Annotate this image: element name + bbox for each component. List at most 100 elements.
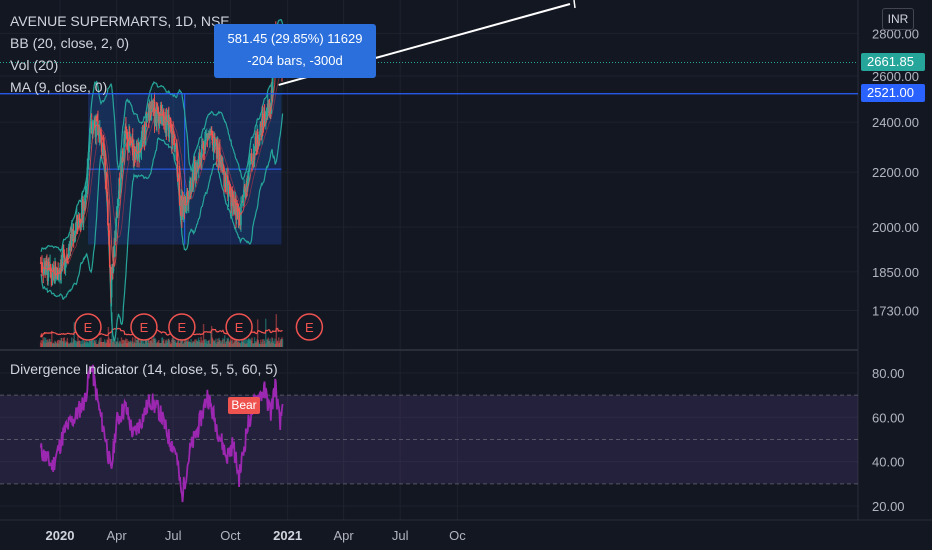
candle-body: [85, 194, 87, 196]
candle-body: [108, 245, 111, 267]
candle-body: [219, 147, 221, 167]
candle-body: [50, 274, 53, 279]
candle-body: [173, 137, 176, 152]
price-tick-label: 2600.00: [872, 69, 919, 84]
candle-body: [200, 144, 203, 160]
candle-body: [64, 265, 66, 269]
candle-body: [119, 185, 122, 193]
candle-body: [255, 136, 257, 147]
candle-body: [210, 129, 213, 135]
candle-body: [188, 190, 191, 200]
time-tick-label: Oc: [449, 528, 466, 543]
candle-body: [134, 157, 137, 159]
symbol-title[interactable]: AVENUE SUPERMARTS, 1D, NSE: [10, 13, 230, 29]
candle-body: [88, 143, 91, 153]
candle-body: [174, 146, 176, 152]
candle-body: [130, 144, 133, 146]
candle-body: [51, 269, 54, 281]
candle-body: [63, 253, 66, 269]
y-axis[interactable]: 2800.00 2600.00 2400.00 2200.00 2000.00 1850.…: [872, 26, 919, 514]
horizontal-line[interactable]: [0, 61, 858, 95]
volume-bar: [57, 339, 59, 347]
candle-body: [271, 65, 274, 97]
candle-body: [104, 158, 107, 179]
volume-bar: [238, 337, 240, 347]
earnings-marker[interactable]: E: [295, 313, 324, 341]
legend-volume[interactable]: Vol (20): [10, 57, 59, 73]
candle-body: [249, 159, 252, 162]
candle-body: [133, 147, 136, 158]
candle-body: [227, 182, 230, 198]
candle-body: [80, 201, 83, 224]
legend-oscillator[interactable]: Divergence Indicator (14, close, 5, 5, 6…: [10, 361, 278, 377]
candle-body: [258, 134, 261, 145]
moving-average: [40, 55, 283, 276]
candle-body: [248, 168, 250, 172]
candle-body: [166, 124, 168, 131]
candle-body: [126, 134, 128, 141]
candle-body: [212, 142, 215, 152]
candle-body: [239, 224, 242, 226]
candle-body: [107, 224, 110, 230]
volume-bar: [51, 330, 53, 347]
candle-body: [178, 175, 181, 196]
volume-bar: [177, 339, 180, 347]
earnings-marker-label: E: [140, 320, 149, 335]
candle-body: [111, 264, 114, 280]
oscillator-line: [39, 364, 284, 503]
earnings-marker[interactable]: E: [74, 313, 102, 341]
volume-bar: [200, 336, 202, 347]
earnings-marker[interactable]: E: [168, 313, 196, 341]
candle-body: [154, 118, 156, 124]
candle-body: [102, 142, 105, 146]
x-axis[interactable]: 2020 Apr Jul Oct 2021 Apr Jul Oc: [46, 528, 467, 543]
volume-bar: [120, 337, 123, 347]
candle-body: [128, 131, 131, 141]
osc-tick-label: 80.00: [872, 366, 905, 381]
candle-body: [179, 195, 181, 200]
volume-bar: [224, 335, 226, 347]
candle-body: [265, 115, 268, 120]
candle-body: [262, 126, 265, 128]
candle-body: [248, 161, 251, 169]
candle-body: [128, 131, 130, 153]
legend-bb[interactable]: BB (20, close, 2, 0): [10, 35, 130, 51]
candle-body: [102, 142, 104, 153]
osc-tick-label: 20.00: [872, 499, 905, 514]
candle-body: [170, 125, 173, 128]
candle-body: [259, 123, 262, 135]
currency-button[interactable]: INR: [882, 8, 914, 30]
candle-body: [263, 112, 266, 120]
time-tick-label: 2021: [273, 528, 302, 543]
candle-body: [146, 113, 149, 115]
earnings-marker[interactable]: E: [225, 313, 253, 341]
price-tick-label: 2200.00: [872, 165, 919, 180]
price-tick-label: 2400.00: [872, 115, 919, 130]
volume-bar: [261, 339, 264, 347]
candle-body: [256, 131, 259, 145]
volume-bar: [251, 337, 253, 347]
candle-body: [266, 110, 268, 116]
candle-body: [77, 217, 80, 228]
hline-price-tag: 2521.00: [861, 84, 925, 102]
measure-line-1: 581.45 (29.85%) 11629: [227, 31, 363, 46]
candle-body: [237, 211, 239, 213]
volume-bar: [274, 338, 276, 347]
candle-body: [153, 101, 156, 124]
volume-bar: [117, 337, 119, 347]
volume-bar: [79, 340, 81, 347]
candle-body: [54, 266, 57, 279]
candle-body: [157, 107, 160, 115]
measure-tooltip: 581.45 (29.85%) 11629 -204 bars, -300d: [214, 24, 376, 78]
candle-body: [120, 166, 122, 186]
candle-body: [96, 120, 99, 122]
legend-ma[interactable]: MA (9, close, 0): [10, 79, 108, 95]
volume-bar: [125, 338, 127, 347]
candle-body: [86, 167, 89, 187]
earnings-marker-label: E: [178, 320, 187, 335]
earnings-marker[interactable]: E: [130, 313, 158, 341]
bear-divergence-label: Bear: [228, 397, 260, 414]
candle-body: [192, 165, 195, 184]
